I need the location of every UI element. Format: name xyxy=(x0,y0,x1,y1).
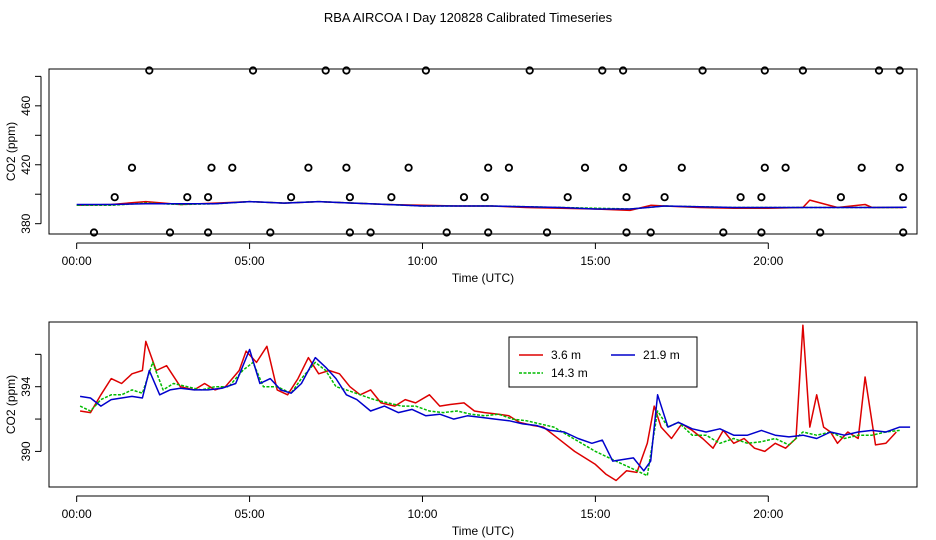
calibration-marker xyxy=(304,163,313,172)
plot-frame xyxy=(48,321,918,488)
calibration-marker xyxy=(660,193,669,202)
y-tick-label: 394 xyxy=(19,376,33,396)
series-line-21-9-mm xyxy=(76,200,907,210)
bottom-panel: 00:00 05:00 10:00 15:00 20:00 Time (UTC) 390 39… xyxy=(4,321,918,538)
x-tick-label: 10:00 xyxy=(407,507,437,521)
calibration-marker xyxy=(677,163,686,172)
calibration-marker xyxy=(204,228,213,237)
y-tick-label: 460 xyxy=(19,95,33,115)
calibration-marker xyxy=(618,66,628,75)
calibration-marker xyxy=(646,228,655,237)
calibration-marker xyxy=(404,163,413,172)
top-panel: 00:00 05:00 10:00 15:00 20:00 Time (UTC) 380 42… xyxy=(4,66,918,285)
y-tick-label: 380 xyxy=(19,213,33,233)
calibration-marker xyxy=(598,66,607,75)
series-line-21-9-mm xyxy=(79,348,911,472)
calibration-marker xyxy=(204,193,213,202)
calibration-marker xyxy=(110,193,119,202)
calibration-marker xyxy=(89,228,99,237)
x-tick-label: 00:00 xyxy=(62,507,92,521)
calibration-marker xyxy=(183,193,192,202)
x-tick-label: 05:00 xyxy=(235,507,265,521)
legend-label: 21.9 m xyxy=(643,348,680,362)
calibration-marker xyxy=(484,228,493,237)
x-axis-label: Time (UTC) xyxy=(452,524,514,538)
calibration-marker xyxy=(542,228,552,237)
calibration-marker xyxy=(899,193,908,202)
chart-title: RBA AIRCOA I Day 120828 Calibrated Times… xyxy=(324,10,613,25)
calibration-marker xyxy=(698,66,707,75)
calibration-marker xyxy=(387,193,396,202)
calibration-marker xyxy=(760,163,769,172)
calibration-marker xyxy=(145,66,154,75)
calibration-marker xyxy=(874,66,884,75)
legend-label: 14.3 m xyxy=(551,366,588,380)
calibration-marker xyxy=(207,163,216,172)
calibration-marker xyxy=(345,228,354,237)
calibration-marker xyxy=(525,66,534,75)
calibration-marker xyxy=(895,163,904,172)
y-tick-label: 390 xyxy=(19,441,33,461)
calibration-marker xyxy=(899,228,908,237)
calibration-marker xyxy=(563,193,572,202)
calibration-marker xyxy=(504,163,513,172)
calibration-marker xyxy=(342,66,351,75)
calibration-marker xyxy=(757,193,766,202)
calibration-marker xyxy=(459,193,469,202)
calibration-marker xyxy=(442,228,451,237)
calibration-marker xyxy=(342,163,351,172)
legend-label: 3.6 m xyxy=(551,348,581,362)
calibration-marker xyxy=(618,163,628,172)
series-line-14-3-mm xyxy=(79,361,900,477)
calibration-marker xyxy=(266,228,275,237)
calibration-marker xyxy=(895,66,904,75)
calibration-marker xyxy=(736,193,745,202)
calibration-marker xyxy=(836,193,846,202)
calibration-marker xyxy=(421,66,430,75)
x-tick-label: 05:00 xyxy=(235,254,265,268)
x-axis-label: Time (UTC) xyxy=(452,271,514,285)
y-tick-label: 420 xyxy=(19,154,33,174)
legend-box xyxy=(508,336,698,388)
y-axis-label: CO2 (ppm) xyxy=(4,122,18,181)
x-tick-label: 00:00 xyxy=(62,254,92,268)
calibration-marker xyxy=(857,163,866,172)
calibration-marker xyxy=(127,163,137,172)
y-axis-label: CO2 (ppm) xyxy=(4,375,18,434)
x-tick-label: 20:00 xyxy=(753,254,783,268)
series-line-3-6-mm xyxy=(79,324,897,482)
calibration-marker xyxy=(622,228,631,237)
calibration-marker xyxy=(816,228,825,237)
x-tick-label: 15:00 xyxy=(580,507,610,521)
calibration-marker xyxy=(622,193,631,202)
calibration-marker xyxy=(757,228,766,237)
calibration-marker xyxy=(366,228,375,237)
calibration-marker xyxy=(580,163,590,172)
plot-frame xyxy=(48,68,918,235)
calibration-marker xyxy=(165,228,175,237)
x-tick-label: 20:00 xyxy=(753,507,783,521)
calibration-marker xyxy=(248,66,258,75)
plot-area xyxy=(79,324,911,482)
calibration-marker xyxy=(781,163,790,172)
calibration-marker xyxy=(345,193,354,202)
calibration-marker xyxy=(286,193,296,202)
calibration-marker xyxy=(321,66,330,75)
calibration-marker xyxy=(484,163,493,172)
calibration-marker xyxy=(760,66,769,75)
calibration-marker xyxy=(798,66,808,75)
calibration-marker xyxy=(228,163,237,172)
x-tick-label: 15:00 xyxy=(580,254,610,268)
x-tick-label: 10:00 xyxy=(407,254,437,268)
calibration-marker xyxy=(719,228,728,237)
plot-area xyxy=(76,199,907,212)
calibration-marker xyxy=(480,193,489,202)
